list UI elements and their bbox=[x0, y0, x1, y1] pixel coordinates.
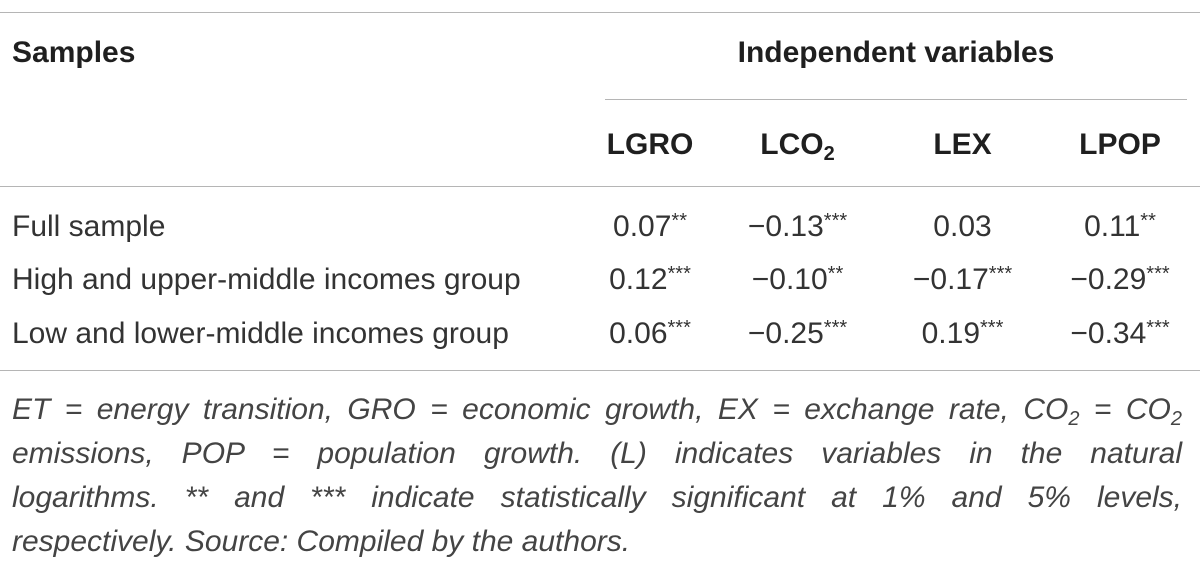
header-bottom-rule bbox=[0, 186, 1200, 187]
footnote-line: logarithms. ** and *** indicate statisti… bbox=[12, 481, 1182, 514]
row-label-low-income: Low and lower-middle incomes group bbox=[12, 317, 509, 350]
table-cell: −0.17*** bbox=[912, 263, 1013, 296]
table-cell: 0.11** bbox=[1084, 210, 1156, 243]
independent-variables-header: Independent variables bbox=[737, 36, 1055, 69]
top-rule bbox=[0, 12, 1200, 13]
table-cell: 0.03 bbox=[933, 210, 992, 243]
table-cell: −0.29*** bbox=[1070, 263, 1170, 296]
group-rule bbox=[605, 99, 1187, 100]
table-cell: 0.06*** bbox=[609, 317, 691, 350]
table-cell: −0.25*** bbox=[747, 317, 848, 350]
samples-header: Samples bbox=[12, 36, 136, 69]
table-bottom-rule bbox=[0, 370, 1200, 371]
table-cell: −0.10** bbox=[751, 263, 844, 296]
row-label-full-sample: Full sample bbox=[12, 210, 166, 243]
column-header-lex: LEX bbox=[933, 128, 992, 161]
footnote-line: emissions, POP = population growth. (L) … bbox=[12, 437, 1182, 470]
footnote-line: respectively. Source: Compiled by the au… bbox=[12, 525, 631, 558]
row-label-high-income: High and upper-middle incomes group bbox=[12, 263, 521, 296]
table-cell: 0.12*** bbox=[609, 263, 691, 296]
table-footnote: ET = energy transition, GRO = economic g… bbox=[12, 388, 1182, 564]
column-header-lco2: LCO2 bbox=[760, 128, 835, 165]
table-cell: 0.19*** bbox=[921, 317, 1004, 350]
column-header-lpop: LPOP bbox=[1079, 128, 1161, 161]
table-cell: −0.34*** bbox=[1070, 317, 1170, 350]
footnote-line: ET = energy transition, GRO = economic g… bbox=[12, 393, 1182, 430]
column-header-lgro: LGRO bbox=[606, 128, 694, 161]
table-cell: −0.13*** bbox=[747, 210, 848, 243]
table-cell: 0.07** bbox=[613, 210, 687, 243]
